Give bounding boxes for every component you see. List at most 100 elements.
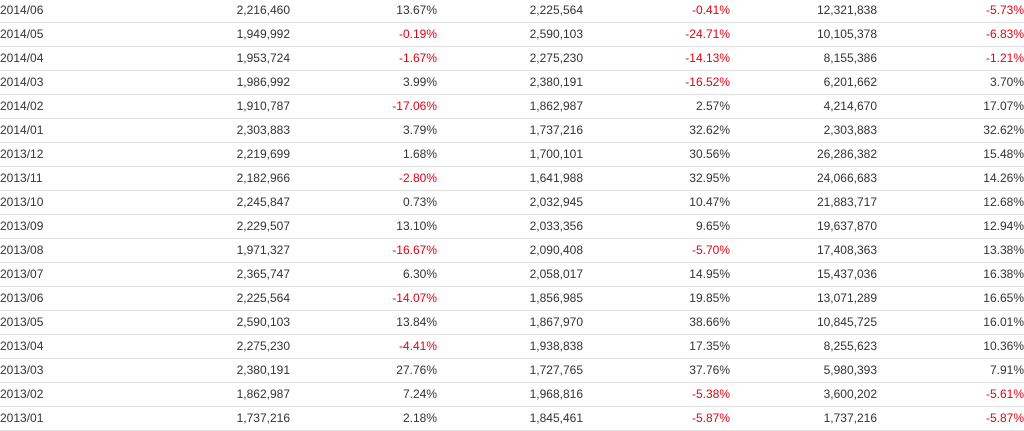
- change-3-cell: 32.62%: [877, 118, 1024, 143]
- change-1-cell: -16.67%: [290, 238, 437, 263]
- table-row: 2013/03 2,380,191 27.76% 1,727,765 37.76% 5,9…: [0, 358, 1024, 383]
- month-cell: 2013/02: [0, 382, 150, 407]
- value-2-cell: 1,737,216: [437, 118, 583, 143]
- change-1-cell: 7.24%: [290, 382, 437, 407]
- change-3-cell: 17.07%: [877, 94, 1024, 119]
- change-1-cell: -17.06%: [290, 94, 437, 119]
- change-1-cell: 13.84%: [290, 310, 437, 335]
- month-cell: 2014/02: [0, 94, 150, 119]
- change-1-cell: -4.41%: [290, 334, 437, 359]
- table-row: 2013/08 1,971,327 -16.67% 2,090,408 -5.70% 17…: [0, 238, 1024, 263]
- value-2-cell: 2,032,945: [437, 190, 583, 215]
- value-1-cell: 2,275,230: [150, 334, 290, 359]
- value-1-cell: 1,986,992: [150, 70, 290, 95]
- month-cell: 2013/11: [0, 166, 150, 191]
- value-2-cell: 1,862,987: [437, 94, 583, 119]
- value-2-cell: 1,856,985: [437, 286, 583, 311]
- table-row: 2013/05 2,590,103 13.84% 1,867,970 38.66% 10,…: [0, 310, 1024, 335]
- month-cell: 2013/10: [0, 190, 150, 215]
- change-1-cell: -14.07%: [290, 286, 437, 311]
- value-1-cell: 2,380,191: [150, 358, 290, 383]
- table-row: 2013/02 1,862,987 7.24% 1,968,816 -5.38% 3,60…: [0, 382, 1024, 407]
- table-row: 2013/01 1,737,216 2.18% 1,845,461 -5.87% 1,73…: [0, 406, 1024, 431]
- value-1-cell: 2,182,966: [150, 166, 290, 191]
- table-row: 2014/03 1,986,992 3.99% 2,380,191 -16.52% 6,2…: [0, 70, 1024, 95]
- value-2-cell: 1,867,970: [437, 310, 583, 335]
- month-cell: 2013/04: [0, 334, 150, 359]
- month-cell: 2014/04: [0, 46, 150, 71]
- value-3-cell: 6,201,662: [730, 70, 877, 95]
- value-3-cell: 13,071,289: [730, 286, 877, 311]
- value-1-cell: 2,590,103: [150, 310, 290, 335]
- value-2-cell: 2,225,564: [437, 0, 583, 23]
- value-3-cell: 17,408,363: [730, 238, 877, 263]
- change-1-cell: 2.18%: [290, 406, 437, 431]
- change-2-cell: 10.47%: [583, 190, 730, 215]
- value-2-cell: 1,938,838: [437, 334, 583, 359]
- value-1-cell: 2,303,883: [150, 118, 290, 143]
- month-cell: 2013/12: [0, 142, 150, 167]
- value-2-cell: 1,641,988: [437, 166, 583, 191]
- change-3-cell: 10.36%: [877, 334, 1024, 359]
- value-2-cell: 1,727,765: [437, 358, 583, 383]
- change-1-cell: 13.10%: [290, 214, 437, 239]
- value-3-cell: 4,214,670: [730, 94, 877, 119]
- change-2-cell: 30.56%: [583, 142, 730, 167]
- value-3-cell: 5,980,393: [730, 358, 877, 383]
- table-row: 2013/11 2,182,966 -2.80% 1,641,988 32.95% 24,…: [0, 166, 1024, 191]
- change-2-cell: -24.71%: [583, 22, 730, 47]
- value-3-cell: 10,845,725: [730, 310, 877, 335]
- value-2-cell: 2,058,017: [437, 262, 583, 287]
- month-cell: 2013/09: [0, 214, 150, 239]
- change-2-cell: -16.52%: [583, 70, 730, 95]
- change-2-cell: 14.95%: [583, 262, 730, 287]
- change-2-cell: 32.95%: [583, 166, 730, 191]
- change-3-cell: -5.73%: [877, 0, 1024, 23]
- value-2-cell: 2,033,356: [437, 214, 583, 239]
- value-2-cell: 2,590,103: [437, 22, 583, 47]
- change-3-cell: 12.68%: [877, 190, 1024, 215]
- value-3-cell: 21,883,717: [730, 190, 877, 215]
- table-row: 2014/02 1,910,787 -17.06% 1,862,987 2.57% 4,2…: [0, 94, 1024, 119]
- value-3-cell: 15,437,036: [730, 262, 877, 287]
- month-cell: 2014/05: [0, 22, 150, 47]
- value-1-cell: 1,910,787: [150, 94, 290, 119]
- change-2-cell: -5.38%: [583, 382, 730, 407]
- change-2-cell: -5.70%: [583, 238, 730, 263]
- table-row: 2013/07 2,365,747 6.30% 2,058,017 14.95% 15,4…: [0, 262, 1024, 287]
- value-3-cell: 2,303,883: [730, 118, 877, 143]
- table-row: 2013/10 2,245,847 0.73% 2,032,945 10.47% 21,8…: [0, 190, 1024, 215]
- table-row: 2014/01 2,303,883 3.79% 1,737,216 32.62% 2,30…: [0, 118, 1024, 143]
- table-row: 2014/05 1,949,992 -0.19% 2,590,103 -24.71% 10…: [0, 22, 1024, 47]
- value-1-cell: 2,216,460: [150, 0, 290, 23]
- change-1-cell: 3.79%: [290, 118, 437, 143]
- table-row: 2014/06 2,216,460 13.67% 2,225,564 -0.41% 12,…: [0, 0, 1024, 23]
- change-2-cell: 17.35%: [583, 334, 730, 359]
- change-3-cell: -6.83%: [877, 22, 1024, 47]
- value-1-cell: 1,953,724: [150, 46, 290, 71]
- value-1-cell: 2,219,699: [150, 142, 290, 167]
- month-cell: 2013/03: [0, 358, 150, 383]
- value-3-cell: 12,321,838: [730, 0, 877, 23]
- value-3-cell: 3,600,202: [730, 382, 877, 407]
- month-cell: 2013/08: [0, 238, 150, 263]
- table-row: 2013/12 2,219,699 1.68% 1,700,101 30.56% 26,2…: [0, 142, 1024, 167]
- change-2-cell: 38.66%: [583, 310, 730, 335]
- change-2-cell: 37.76%: [583, 358, 730, 383]
- value-3-cell: 24,066,683: [730, 166, 877, 191]
- change-3-cell: -5.61%: [877, 382, 1024, 407]
- value-3-cell: 8,255,623: [730, 334, 877, 359]
- change-3-cell: 13.38%: [877, 238, 1024, 263]
- change-3-cell: -5.87%: [877, 406, 1024, 431]
- table-row: 2013/06 2,225,564 -14.07% 1,856,985 19.85% 13…: [0, 286, 1024, 311]
- month-cell: 2014/06: [0, 0, 150, 23]
- change-3-cell: 15.48%: [877, 142, 1024, 167]
- value-2-cell: 2,380,191: [437, 70, 583, 95]
- change-2-cell: -0.41%: [583, 0, 730, 23]
- change-3-cell: 16.38%: [877, 262, 1024, 287]
- value-2-cell: 1,845,461: [437, 406, 583, 431]
- change-3-cell: 16.65%: [877, 286, 1024, 311]
- change-3-cell: 3.70%: [877, 70, 1024, 95]
